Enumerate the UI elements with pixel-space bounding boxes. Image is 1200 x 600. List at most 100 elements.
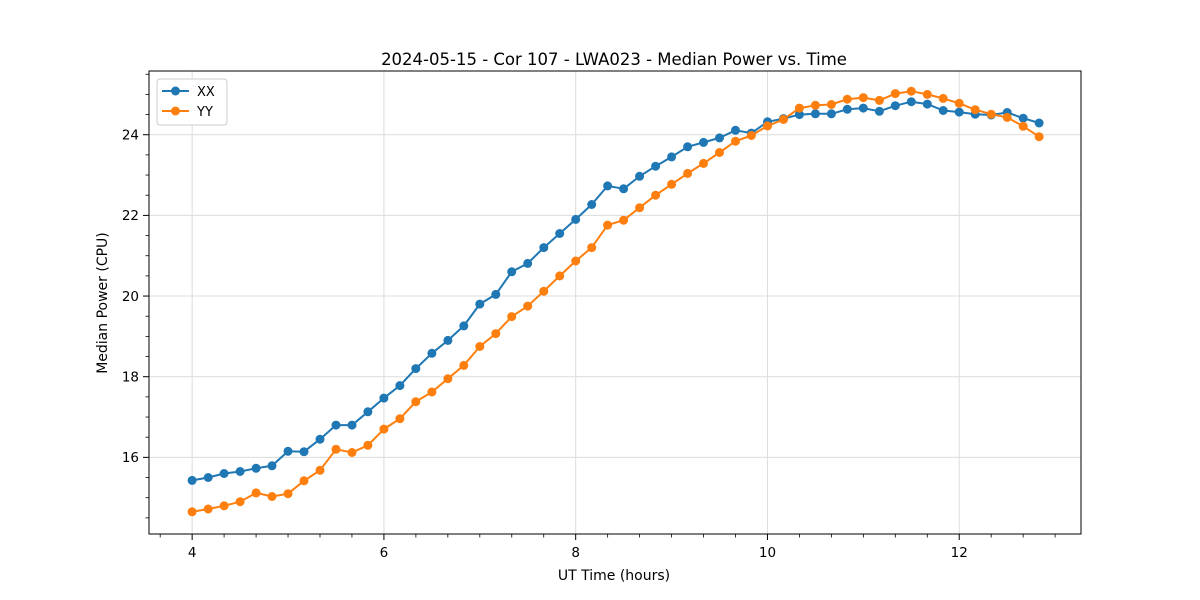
- data-point-XX: [507, 267, 517, 277]
- data-point-YY: [651, 190, 661, 200]
- data-point-XX: [203, 473, 213, 482]
- data-point-YY: [746, 131, 756, 140]
- data-point-XX: [491, 289, 501, 299]
- data-point-YY: [874, 95, 884, 105]
- data-point-XX: [363, 407, 373, 417]
- data-point-YY: [331, 444, 341, 454]
- data-point-YY: [491, 329, 501, 339]
- data-point-XX: [395, 381, 405, 391]
- data-point-YY: [523, 301, 533, 311]
- data-point-YY: [363, 440, 373, 450]
- data-point-YY: [635, 203, 645, 213]
- data-point-XX: [187, 475, 197, 485]
- data-point-YY: [938, 93, 948, 103]
- data-point-XX: [619, 184, 629, 194]
- data-point-XX: [587, 200, 597, 209]
- data-point-XX: [1034, 118, 1044, 128]
- data-point-YY: [219, 501, 229, 511]
- data-point-YY: [731, 136, 740, 146]
- data-point-YY: [347, 448, 357, 457]
- axes-frame: [148, 70, 1082, 535]
- x-tick-label: 12: [951, 545, 968, 561]
- data-point-YY: [411, 397, 421, 407]
- data-point-YY: [699, 158, 708, 168]
- data-point-YY: [922, 89, 932, 99]
- grid-lines: [149, 71, 1081, 534]
- data-point-XX: [443, 335, 453, 345]
- data-point-YY: [858, 93, 868, 103]
- x-tick-label: 4: [188, 545, 197, 561]
- legend: XX YY: [156, 78, 228, 126]
- data-point-XX: [667, 152, 677, 162]
- series-YY: [187, 86, 1044, 517]
- data-point-XX: [938, 106, 948, 115]
- data-point-YY: [890, 89, 900, 99]
- data-point-YY: [283, 489, 293, 499]
- data-point-YY: [1002, 112, 1012, 122]
- data-point-YY: [667, 179, 677, 189]
- data-point-YY: [970, 105, 980, 115]
- legend-label: XX: [197, 85, 215, 100]
- y-tick-label: 24: [122, 128, 139, 144]
- data-point-XX: [651, 161, 661, 171]
- data-point-YY: [810, 100, 820, 110]
- series-XX: [187, 97, 1044, 485]
- data-point-XX: [235, 467, 245, 476]
- series-line-XX: [191, 100, 1041, 482]
- data-point-XX: [858, 103, 868, 113]
- data-point-YY: [379, 424, 389, 434]
- data-point-YY: [539, 286, 549, 296]
- data-point-YY: [1034, 132, 1044, 142]
- data-point-YY: [187, 507, 197, 517]
- data-point-XX: [810, 109, 820, 119]
- data-point-YY: [842, 94, 852, 104]
- x-tick-label: 6: [380, 545, 389, 561]
- data-point-XX: [379, 393, 389, 403]
- y-tick-label: 20: [122, 289, 139, 305]
- data-point-XX: [315, 434, 325, 444]
- data-point-YY: [267, 492, 277, 501]
- data-point-XX: [906, 97, 916, 107]
- data-point-XX: [219, 469, 229, 478]
- data-point-XX: [1018, 113, 1028, 123]
- data-point-YY: [459, 360, 469, 370]
- data-point-XX: [635, 171, 645, 181]
- y-tick-label: 18: [122, 370, 139, 386]
- data-point-YY: [235, 497, 245, 507]
- data-point-XX: [571, 214, 581, 224]
- data-point-YY: [826, 100, 836, 109]
- data-point-YY: [507, 312, 517, 322]
- x-axis-label: UT Time (hours): [558, 568, 670, 584]
- data-point-XX: [427, 348, 437, 358]
- data-point-XX: [603, 181, 613, 191]
- axis-ticks: [143, 73, 1056, 540]
- data-point-XX: [299, 447, 309, 457]
- data-point-XX: [523, 258, 533, 268]
- data-point-YY: [203, 504, 213, 514]
- data-point-YY: [715, 148, 724, 157]
- data-point-YY: [603, 220, 613, 230]
- tick-labels: 4 6 8 10 12 16 18 20 22 24: [122, 128, 968, 561]
- data-point-YY: [779, 114, 788, 124]
- data-point-XX: [731, 125, 740, 135]
- data-point-XX: [283, 446, 293, 456]
- data-point-XX: [842, 104, 852, 114]
- data-point-XX: [922, 99, 932, 109]
- y-tick-label: 16: [122, 450, 139, 466]
- data-point-XX: [874, 106, 884, 116]
- legend-box: [156, 78, 228, 126]
- data-point-XX: [267, 461, 277, 471]
- data-point-YY: [571, 256, 581, 266]
- data-point-XX: [826, 109, 836, 119]
- data-point-XX: [699, 137, 708, 147]
- data-point-YY: [251, 488, 261, 498]
- series-line-YY: [191, 90, 1041, 513]
- data-point-YY: [555, 271, 565, 281]
- data-point-XX: [539, 243, 549, 253]
- data-point-YY: [794, 103, 804, 113]
- data-point-XX: [683, 142, 693, 152]
- data-point-XX: [411, 364, 421, 374]
- data-point-YY: [763, 121, 772, 131]
- data-point-YY: [954, 98, 964, 108]
